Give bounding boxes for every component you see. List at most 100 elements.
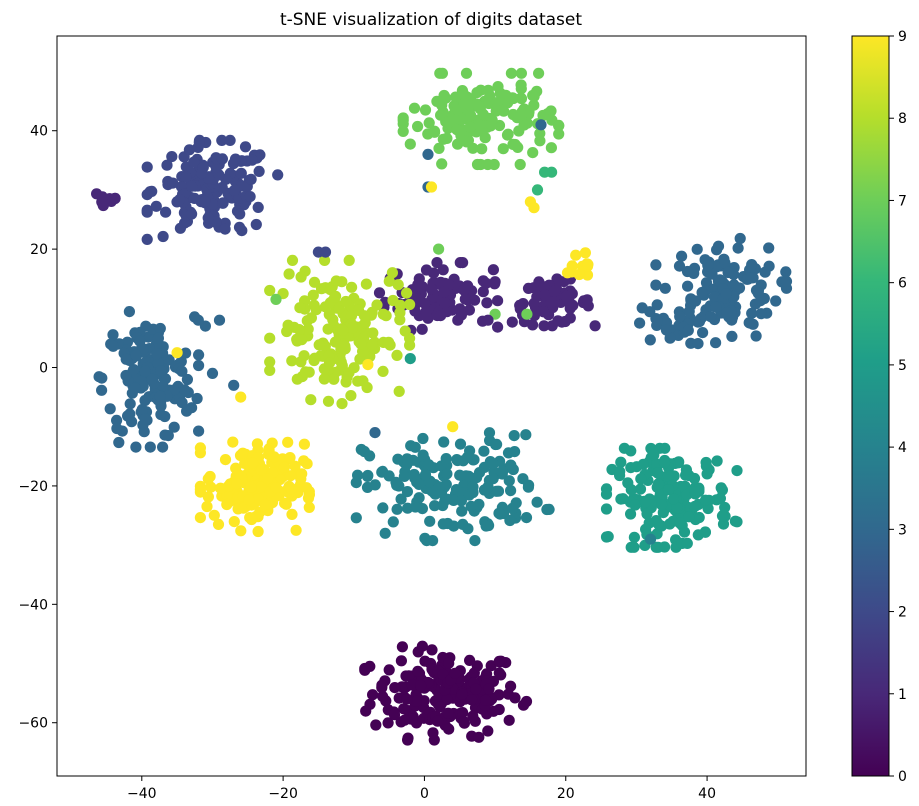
data-point: [435, 109, 447, 121]
data-point: [262, 473, 274, 485]
data-point: [466, 694, 478, 706]
data-point: [460, 67, 473, 79]
data-point: [508, 430, 520, 442]
data-point: [469, 535, 481, 547]
data-point: [340, 295, 352, 308]
data-point: [425, 283, 438, 295]
data-point: [423, 459, 435, 471]
data-point: [294, 302, 306, 314]
data-point: [675, 517, 687, 529]
data-point: [141, 161, 153, 173]
data-point: [278, 461, 290, 473]
data-point: [250, 218, 262, 231]
data-point: [641, 508, 653, 520]
data-point: [252, 525, 264, 538]
data-point: [442, 707, 454, 719]
data-point: [192, 314, 204, 326]
y-tick-label: 40: [30, 124, 48, 140]
data-point: [303, 501, 315, 513]
data-point: [770, 295, 782, 307]
data-point: [439, 297, 451, 309]
data-point: [567, 299, 579, 311]
data-point: [161, 159, 173, 171]
data-point: [272, 169, 284, 181]
data-point: [763, 242, 775, 254]
data-point: [109, 192, 121, 204]
data-point: [697, 327, 709, 339]
data-point: [457, 257, 469, 269]
data-point: [614, 466, 626, 478]
data-point: [168, 421, 180, 433]
data-point: [506, 316, 518, 328]
data-point: [202, 491, 214, 503]
data-point: [715, 482, 727, 494]
data-point: [454, 469, 466, 481]
data-point: [202, 212, 214, 224]
data-point: [469, 294, 481, 306]
data-point: [518, 119, 530, 131]
data-point: [701, 468, 713, 480]
data-point: [650, 541, 662, 553]
x-tick-label: 40: [698, 786, 716, 802]
data-point: [662, 470, 675, 482]
data-point: [401, 453, 413, 465]
data-point: [425, 181, 438, 193]
data-point: [410, 695, 422, 708]
data-point: [482, 314, 494, 326]
y-axis: 40 20 0 −20 −40 −60: [18, 124, 57, 732]
data-point: [395, 655, 407, 667]
data-point: [270, 293, 282, 305]
data-point: [492, 321, 504, 333]
data-point: [298, 455, 310, 467]
data-point: [194, 483, 206, 496]
data-point: [509, 138, 521, 151]
data-point: [480, 520, 492, 532]
data-point: [457, 707, 469, 719]
data-point: [718, 253, 730, 265]
data-point: [176, 365, 188, 377]
data-point: [399, 325, 411, 337]
data-point: [154, 322, 166, 335]
colorbar-tick-label: 6: [898, 276, 907, 292]
data-point: [533, 67, 545, 79]
data-point: [422, 148, 434, 160]
data-point: [327, 314, 339, 326]
data-point: [303, 489, 315, 501]
data-point: [648, 449, 660, 461]
data-point: [295, 271, 307, 283]
data-point: [377, 690, 389, 703]
data-point: [348, 362, 360, 374]
data-point: [367, 689, 379, 701]
data-point: [123, 306, 135, 318]
data-point: [427, 727, 439, 739]
data-point: [286, 508, 298, 520]
data-point: [235, 525, 247, 537]
data-point: [319, 254, 331, 266]
data-point: [682, 324, 694, 336]
data-point: [216, 153, 228, 165]
data-point: [201, 500, 213, 513]
data-point: [659, 282, 671, 294]
data-point: [493, 507, 505, 519]
data-point: [412, 294, 424, 306]
data-point: [451, 124, 463, 136]
data-point: [96, 191, 108, 203]
x-tick-label: −20: [268, 786, 298, 802]
data-point: [437, 264, 449, 276]
data-point: [243, 494, 255, 506]
data-point: [510, 497, 522, 509]
data-point: [464, 445, 476, 457]
data-point: [234, 208, 246, 220]
data-point: [246, 154, 258, 166]
data-point: [639, 496, 652, 508]
data-point: [520, 695, 533, 708]
data-point: [417, 432, 429, 445]
data-point: [531, 496, 543, 508]
data-point: [159, 429, 171, 441]
data-point: [268, 451, 280, 463]
data-point: [504, 514, 516, 527]
y-tick-label: −40: [18, 597, 48, 613]
data-point: [447, 421, 459, 433]
data-point: [392, 453, 404, 465]
data-point: [255, 464, 268, 476]
